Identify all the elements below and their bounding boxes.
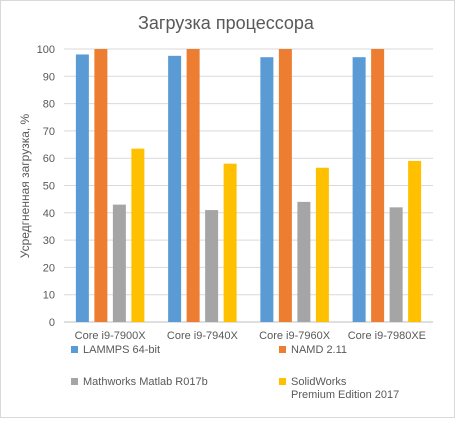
bar [205,210,219,322]
y-tick-label: 10 [43,290,55,302]
y-tick-label: 20 [43,262,55,274]
bar [389,207,403,322]
legend-swatch [71,346,78,353]
bar [260,57,274,322]
legend-label: Mathworks Matlab R017b [83,376,208,388]
x-tick-label: Core i9-7900X [75,330,147,342]
legend-label: NAMD 2.11 [291,344,347,356]
y-tick-label: 90 [43,71,55,83]
y-tick-label: 70 [43,126,55,138]
legend-swatch [279,346,286,353]
y-axis-label: Усредгненная загрузка, % [18,113,32,258]
bar [131,148,145,322]
y-tick-label: 40 [43,208,55,220]
y-tick-label: 30 [43,235,55,247]
y-tick-labels: 0 10 20 30 40 50 60 70 80 90 100 [37,44,55,329]
legend: LAMMPS 64-bit NAMD 2.11 Mathworks Matlab R… [71,344,399,401]
y-tick-label: 0 [49,317,55,329]
x-tick-label: Core i9-7980XE [348,330,426,342]
y-tick-label: 60 [43,153,55,165]
y-tick-label: 50 [43,181,55,193]
legend-label: Premium Edition 2017 [291,389,399,401]
chart-title: Загрузка процессора [138,13,315,33]
bar [168,55,182,322]
x-category-labels: Core i9-7900X Core i9-7940X Core i9-7960X C… [75,330,426,342]
y-tick-label: 80 [43,99,55,111]
bar [352,57,366,322]
bar [408,160,422,322]
y-tick-label: 100 [37,44,55,56]
x-tick-label: Core i9-7960X [259,330,331,342]
x-tick-label: Core i9-7940X [167,330,239,342]
bar [186,49,200,322]
legend-label: SolidWorks [291,376,347,388]
bar [75,54,89,323]
bar [278,49,292,322]
bar [223,163,237,322]
bar [112,204,126,322]
bar [94,49,108,322]
bar [297,201,311,322]
legend-label: LAMMPS 64-bit [83,344,160,356]
legend-swatch [279,378,286,385]
bar [315,167,329,322]
bar [371,49,385,322]
legend-swatch [71,378,78,385]
bars [75,49,422,323]
